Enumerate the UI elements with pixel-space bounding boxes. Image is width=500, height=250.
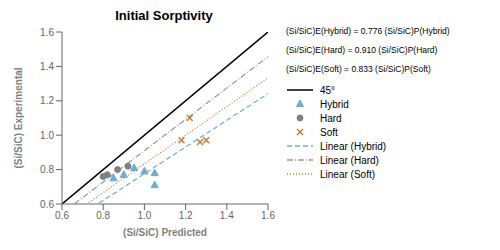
svg-text:1.4: 1.4 (40, 61, 54, 72)
svg-text:0.8: 0.8 (96, 210, 110, 221)
svg-text:1.4: 1.4 (220, 210, 234, 221)
html-text:Soft: Soft (320, 126, 338, 138)
html-text:Initial Sorptivity: Initial Sorptivity (115, 8, 213, 23)
html-text:(Si/SiC)E(Soft) = 0.833 (Si/Si: (Si/SiC)E(Soft) = 0.833 (Si/SiC)P(Soft) (286, 64, 431, 74)
html-text:Linear (Hybrid): Linear (Hybrid) (320, 140, 387, 152)
svg-text:(Si/SiC) Predicted: (Si/SiC) Predicted (123, 227, 207, 238)
svg-text:0.8: 0.8 (40, 164, 54, 175)
svg-text:1.2: 1.2 (40, 95, 54, 106)
svg-text:0.6: 0.6 (55, 210, 69, 221)
svg-text:1.0: 1.0 (40, 130, 54, 141)
svg-text:1.6: 1.6 (261, 210, 275, 221)
svg-text:1.0: 1.0 (137, 210, 151, 221)
html-text:Hybrid: Hybrid (320, 98, 349, 110)
svg-text:1.6: 1.6 (40, 27, 54, 38)
svg-text:1.2: 1.2 (179, 210, 193, 221)
html-text:(Si/SiC)E(Hybrid) = 0.776 (Si/: (Si/SiC)E(Hybrid) = 0.776 (Si/SiC)P(Hybr… (286, 26, 450, 36)
html-text:(Si/SiC)E(Hard) = 0.910 (Si/Si: (Si/SiC)E(Hard) = 0.910 (Si/SiC)P(Hard) (286, 45, 438, 55)
html-text:Linear (Soft): Linear (Soft) (320, 168, 375, 180)
html-text:45°: 45° (320, 84, 336, 96)
svg-text:0.6: 0.6 (40, 199, 54, 210)
svg-text:(Si/SiC) Experimental: (Si/SiC) Experimental (13, 67, 24, 168)
html-text:Linear (Hard): Linear (Hard) (320, 154, 379, 166)
html-text:Hard: Hard (320, 112, 342, 124)
